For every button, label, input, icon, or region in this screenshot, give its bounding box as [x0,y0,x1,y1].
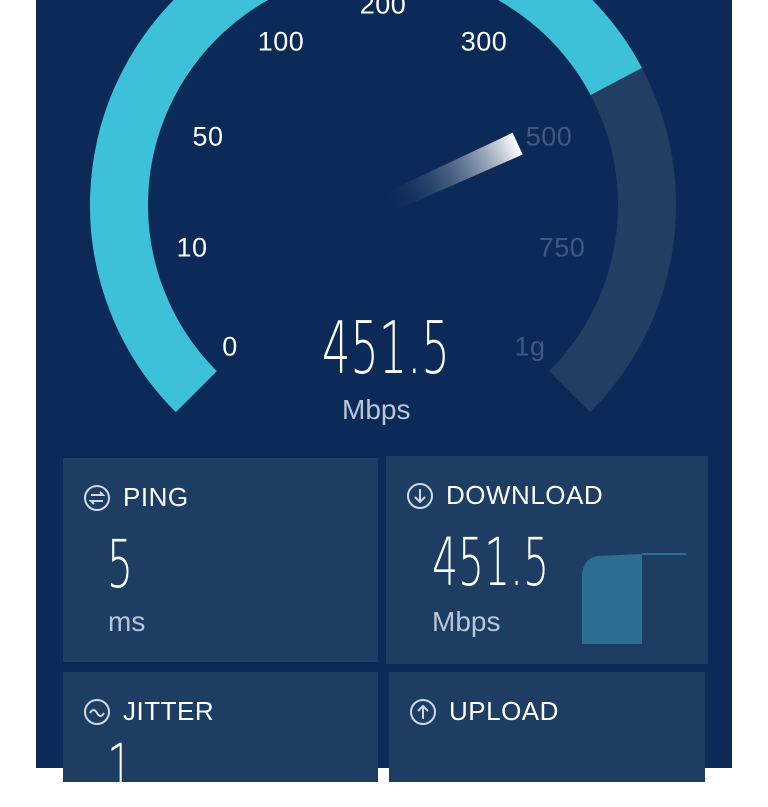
upload-card: UPLOAD [389,672,705,782]
tick-label: 500 [525,121,573,152]
upload-label: UPLOAD [449,696,559,726]
jitter-value: 1 [107,730,134,807]
ping-arrows-icon [84,484,110,511]
download-unit: Mbps [432,606,501,637]
jitter-card: JITTER 1 [63,672,378,807]
tick-label: 0 [222,331,238,362]
ping-card: PING 5 ms [63,458,378,662]
download-label: DOWNLOAD [446,480,604,510]
ping-unit: ms [108,606,146,637]
download-sparkline [582,553,686,644]
speed-gauge: 0 10 50 100 200 300 500 750 1g 451.5 Mbp… [90,0,676,425]
tick-label: 200 [359,0,407,20]
wave-circle-icon [84,698,110,725]
gauge-fill [90,0,642,413]
gauge-needle [378,132,523,215]
ping-value: 5 [107,526,134,603]
download-card: DOWNLOAD 451.5 Mbps [386,456,708,664]
tick-label: 1g [514,331,546,362]
gauge-speed-unit: Mbps [342,394,411,425]
ping-label: PING [123,482,189,512]
tick-label: 750 [538,232,586,263]
download-value: 451.5 [432,524,550,601]
arrow-down-circle-icon [407,482,433,509]
jitter-label: JITTER [123,696,215,726]
tick-label: 10 [176,232,208,263]
arrow-up-circle-icon [410,698,436,725]
tick-label: 300 [460,26,508,57]
tick-label: 100 [257,26,305,57]
tick-label: 50 [192,121,224,152]
gauge-speed-value: 451.5 [322,306,450,390]
